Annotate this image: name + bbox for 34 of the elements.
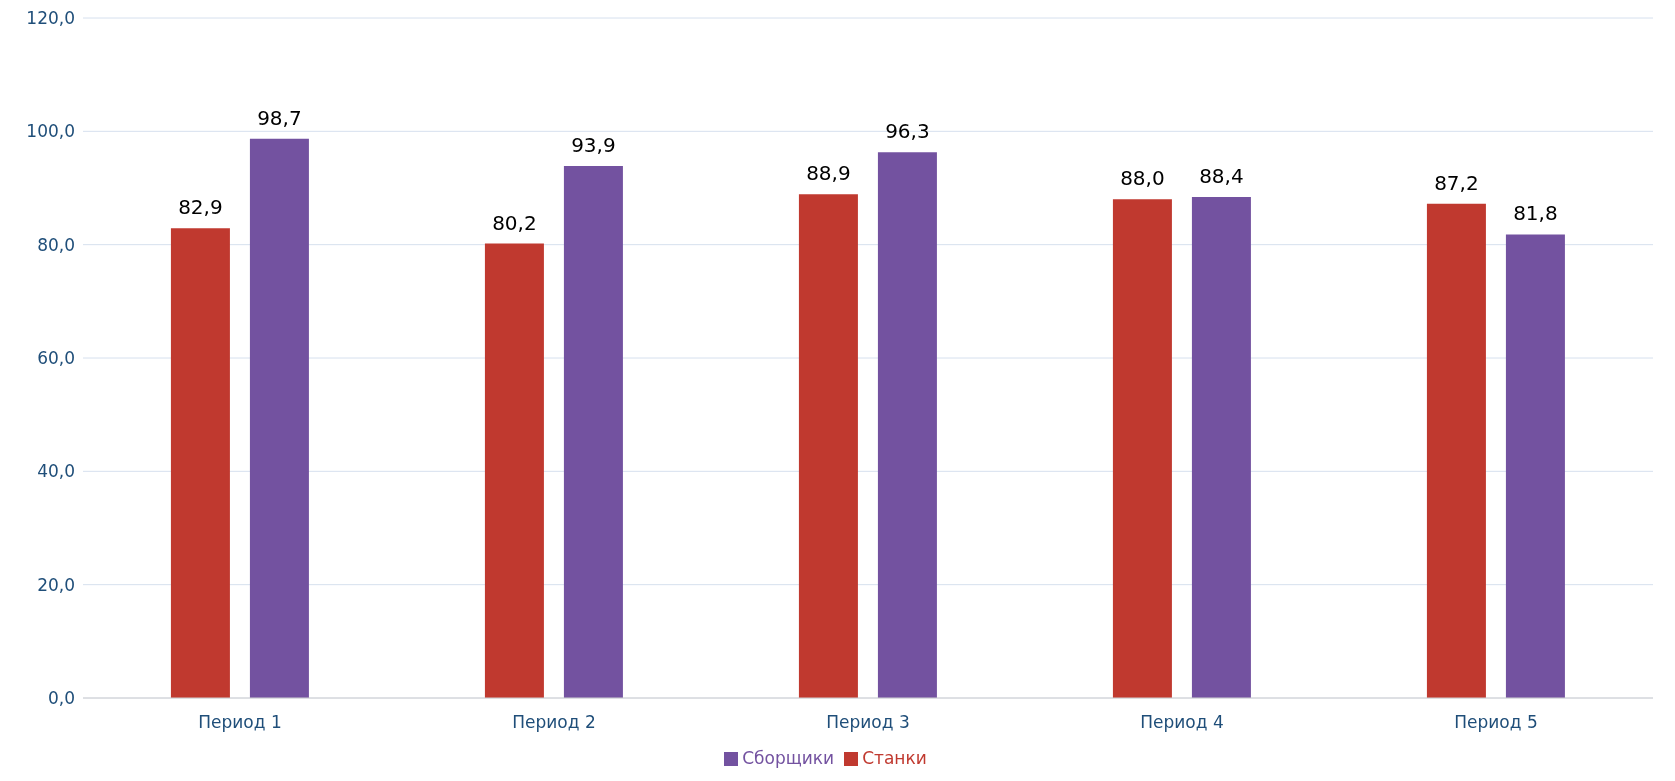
y-tick-label: 0,0 bbox=[47, 688, 75, 709]
y-tick-label: 80,0 bbox=[37, 234, 75, 255]
bar bbox=[798, 194, 858, 698]
data-label: 98,7 bbox=[257, 105, 302, 130]
bar bbox=[877, 152, 937, 698]
legend-label: Сборщики bbox=[742, 748, 835, 768]
bar bbox=[1426, 203, 1486, 698]
bar bbox=[1112, 199, 1172, 698]
data-label: 80,2 bbox=[492, 210, 537, 235]
bar bbox=[563, 165, 623, 698]
x-tick-label: Период 5 bbox=[1454, 712, 1538, 733]
x-tick-label: Период 2 bbox=[512, 712, 596, 733]
bar bbox=[170, 228, 230, 698]
y-tick-label: 60,0 bbox=[37, 348, 75, 369]
data-label: 87,2 bbox=[1434, 170, 1479, 195]
data-label: 88,4 bbox=[1199, 164, 1244, 189]
data-label: 96,3 bbox=[885, 119, 930, 144]
y-tick-label: 40,0 bbox=[37, 461, 75, 482]
data-label: 82,9 bbox=[178, 195, 223, 220]
x-tick-label: Период 4 bbox=[1140, 712, 1224, 733]
data-label: 88,0 bbox=[1120, 166, 1165, 191]
data-label: 93,9 bbox=[571, 132, 616, 157]
data-label: 81,8 bbox=[1513, 201, 1558, 226]
bar bbox=[1505, 234, 1565, 698]
data-label: 88,9 bbox=[806, 161, 851, 186]
bar bbox=[484, 243, 544, 698]
x-tick-label: Период 1 bbox=[198, 712, 282, 733]
bar bbox=[249, 138, 309, 698]
y-tick-label: 20,0 bbox=[37, 574, 75, 595]
y-tick-label: 120,0 bbox=[26, 8, 75, 29]
x-tick-label: Период 3 bbox=[826, 712, 910, 733]
legend-label: Станки bbox=[862, 748, 927, 768]
bar bbox=[1191, 197, 1251, 698]
y-tick-label: 100,0 bbox=[26, 121, 75, 142]
